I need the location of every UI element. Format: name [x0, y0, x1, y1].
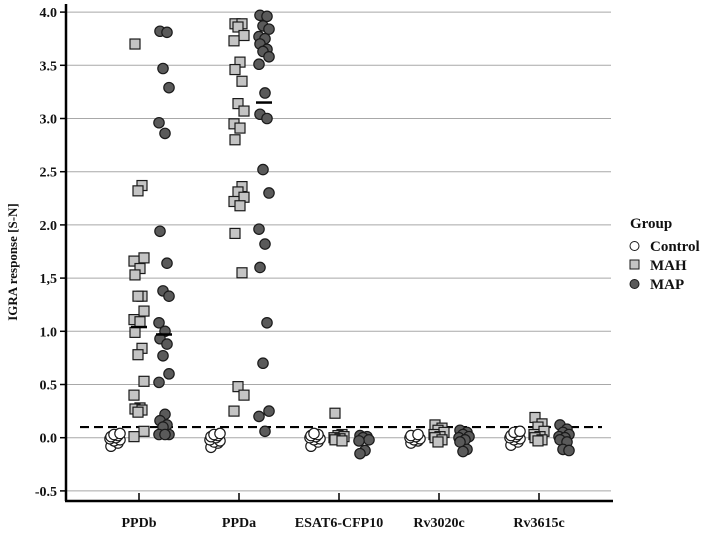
mah-point — [229, 63, 241, 76]
legend-label-control: Control — [650, 239, 700, 255]
mah-point — [329, 407, 341, 419]
mah-point — [128, 255, 140, 267]
map-point — [263, 405, 275, 417]
mah-point — [132, 185, 144, 197]
control-legend-marker-icon — [629, 241, 640, 251]
map-legend-marker-icon — [629, 279, 640, 289]
map-point — [159, 428, 171, 441]
x-tick-label: ESAT6-CFP10 — [295, 516, 383, 531]
mah-point — [228, 35, 240, 47]
mah-point — [129, 38, 141, 50]
mah-point — [128, 431, 140, 443]
map-point — [354, 447, 366, 460]
map-point — [257, 163, 269, 176]
mah-point — [129, 269, 141, 281]
x-tick-label: PPDb — [122, 516, 157, 531]
y-tick-label: 4.0 — [40, 6, 58, 21]
map-point — [261, 112, 273, 125]
map-point — [253, 223, 265, 235]
map-point — [153, 316, 165, 329]
map-point — [157, 349, 169, 362]
y-tick-label: 2.5 — [40, 166, 58, 181]
y-axis-label: IGRA response [S-N] — [5, 203, 20, 321]
y-tick-label: 3.0 — [40, 113, 58, 128]
mah-point — [128, 389, 140, 401]
mah-point — [238, 389, 250, 401]
map-point — [257, 357, 269, 370]
mah-point — [138, 252, 150, 264]
mah-point — [129, 326, 141, 338]
mah-point — [132, 290, 144, 302]
control-point — [214, 427, 226, 440]
map-point — [161, 26, 173, 39]
x-tick-label: PPDa — [222, 516, 256, 531]
map-point — [253, 410, 265, 423]
map-point — [253, 58, 265, 71]
mah-point — [234, 122, 246, 134]
legend-label-map: MAP — [650, 277, 684, 293]
y-tick-label: 0.5 — [40, 379, 58, 394]
map-point — [163, 81, 175, 94]
map-point — [353, 435, 365, 447]
y-tick-label: -0.5 — [35, 485, 57, 500]
map-point — [163, 368, 175, 380]
legend-label-mah: MAH — [650, 258, 687, 274]
mah-point — [238, 105, 250, 117]
mah-point — [232, 381, 244, 393]
mah-point — [336, 435, 348, 447]
map-point — [163, 290, 175, 302]
map-point — [263, 50, 275, 63]
mah-point — [132, 406, 144, 418]
x-tick-label: Rv3020c — [413, 516, 464, 531]
mah-point — [138, 425, 150, 437]
map-point — [154, 225, 166, 238]
mah-point — [229, 134, 241, 146]
mah-point — [138, 305, 150, 317]
map-point — [263, 187, 275, 199]
legend: Group Control MAH MAP — [629, 216, 700, 293]
mah-point — [234, 200, 246, 212]
mah-point — [532, 435, 544, 447]
y-tick-label: 3.5 — [40, 59, 58, 74]
map-point — [259, 87, 271, 99]
mah-point — [138, 375, 150, 387]
mah-legend-marker-icon — [629, 259, 640, 270]
mah-point — [134, 316, 146, 328]
control-point — [308, 427, 320, 440]
mah-point — [229, 227, 241, 240]
map-point — [457, 445, 469, 458]
mah-point — [232, 98, 244, 110]
control-point — [514, 425, 526, 438]
mah-point — [236, 267, 248, 279]
control-point — [114, 427, 126, 440]
mah-point — [236, 75, 248, 87]
mah-point — [432, 436, 444, 448]
map-point — [161, 257, 173, 270]
map-point — [563, 444, 575, 457]
y-tick-label: 1.0 — [40, 325, 58, 340]
y-tick-label: 1,5 — [40, 272, 58, 287]
map-point — [263, 23, 275, 35]
control-point — [412, 428, 424, 441]
x-tick-label: Rv3615c — [513, 516, 564, 531]
y-tick-label: 0.0 — [40, 432, 58, 447]
map-point — [261, 10, 273, 23]
map-point — [254, 261, 266, 274]
map-point — [363, 434, 375, 446]
y-tick-label: 2.0 — [40, 219, 58, 234]
mah-point — [228, 405, 240, 417]
mah-point — [232, 21, 244, 33]
map-point — [259, 238, 271, 250]
legend-title: Group — [630, 216, 672, 232]
map-point — [161, 338, 173, 350]
map-point — [261, 316, 273, 329]
map-point — [157, 62, 169, 75]
map-point — [153, 116, 165, 129]
map-point — [259, 425, 271, 438]
mah-point — [238, 29, 250, 42]
map-point — [153, 376, 165, 389]
map-point — [159, 127, 171, 140]
mah-point — [132, 349, 144, 361]
